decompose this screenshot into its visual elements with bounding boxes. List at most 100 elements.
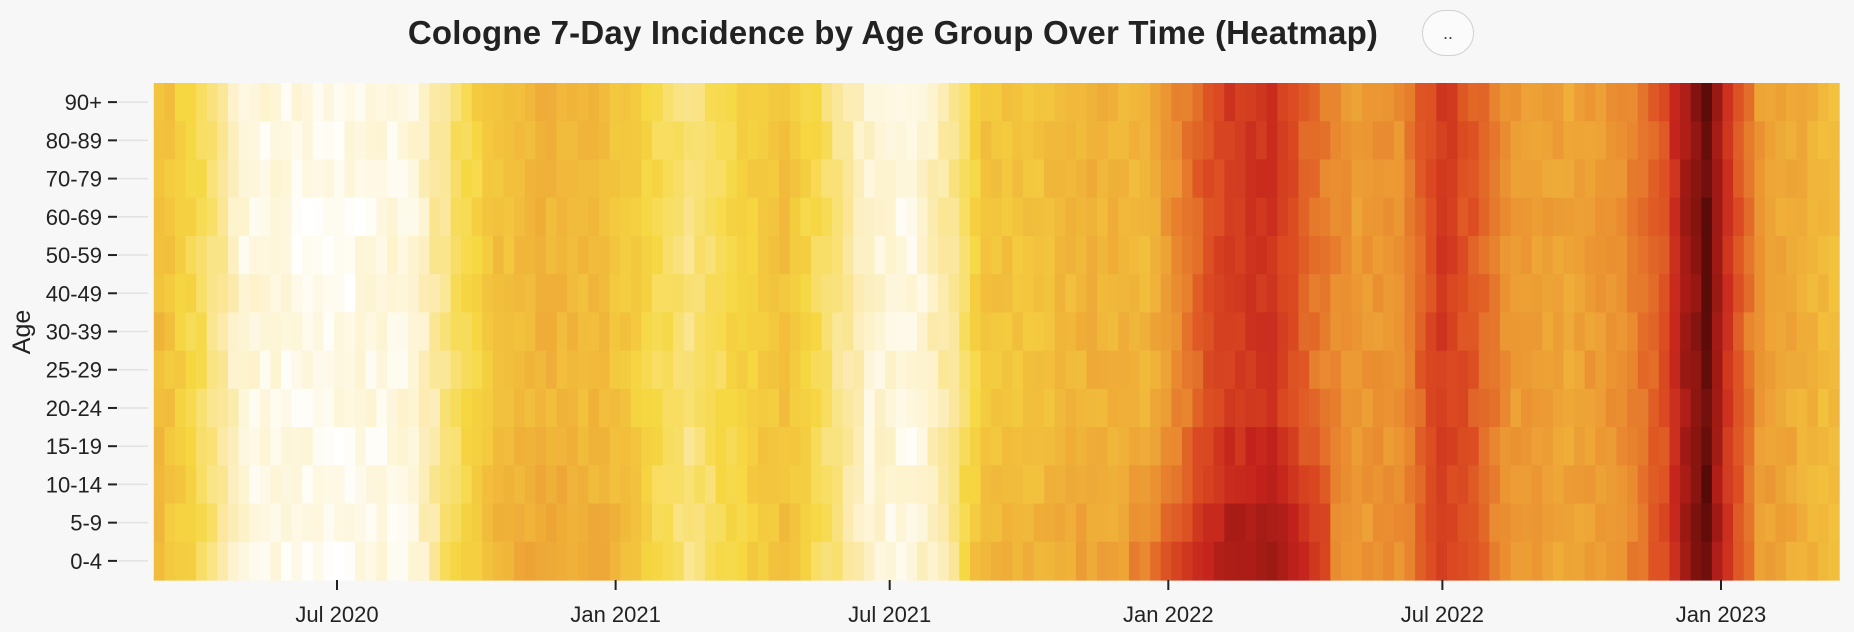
heatmap-cell	[683, 350, 695, 390]
heatmap-cell	[1584, 503, 1596, 543]
heatmap-cell	[1436, 388, 1448, 428]
heatmap-cell	[302, 388, 314, 428]
heatmap-cell	[800, 235, 812, 275]
heatmap-cell	[1340, 312, 1353, 352]
heatmap-cell	[1701, 197, 1713, 237]
heatmap-cell	[514, 159, 526, 199]
heatmap-cell	[1796, 350, 1808, 390]
heatmap-cell	[1595, 312, 1607, 352]
heatmap-cell	[1245, 427, 1257, 466]
heatmap-cell	[1234, 83, 1247, 122]
heatmap-cell	[185, 274, 197, 313]
heatmap-cell	[1764, 159, 1777, 199]
heatmap-cell	[217, 159, 229, 199]
heatmap-cell	[1552, 465, 1565, 505]
heatmap-cell	[291, 427, 303, 466]
heatmap-cell	[196, 503, 208, 543]
heatmap-cell	[1510, 350, 1522, 390]
heatmap-cell	[1616, 427, 1628, 466]
heatmap-cell	[969, 541, 982, 581]
heatmap-cell	[1054, 312, 1066, 352]
heatmap-cell	[1754, 388, 1766, 428]
heatmap-cell	[1075, 503, 1088, 543]
heatmap-cell	[609, 197, 621, 237]
heatmap-cell	[948, 235, 960, 275]
heatmap-cell	[1722, 427, 1734, 466]
chart-menu-button[interactable]: ..	[1422, 10, 1474, 56]
heatmap-cell	[916, 83, 929, 122]
heatmap-cell	[249, 465, 261, 505]
heatmap-cell	[1563, 274, 1575, 313]
heatmap-cell	[1203, 274, 1215, 313]
heatmap-cell	[1224, 427, 1236, 466]
heatmap-cell	[492, 235, 505, 275]
heatmap-cell	[1415, 388, 1427, 428]
heatmap-cell	[1478, 427, 1490, 466]
heatmap-cell	[1224, 388, 1236, 428]
heatmap-cell	[1616, 312, 1628, 352]
heatmap-cell	[1658, 350, 1671, 390]
heatmap-cell	[1711, 197, 1724, 237]
heatmap-cell	[1616, 83, 1628, 122]
heatmap-cell	[683, 312, 695, 352]
heatmap-cell	[821, 350, 833, 390]
heatmap-cell	[482, 121, 494, 161]
heatmap-cell	[1489, 388, 1501, 428]
heatmap-cell	[270, 465, 282, 505]
heatmap-cell	[1743, 427, 1755, 466]
heatmap-cell	[577, 312, 589, 352]
heatmap-cell	[885, 274, 897, 313]
heatmap-cell	[185, 427, 197, 466]
heatmap-cell	[471, 427, 483, 466]
heatmap-cell	[1531, 197, 1543, 237]
heatmap-cell	[1234, 388, 1247, 428]
heatmap-cell	[1446, 197, 1459, 237]
heatmap-cell	[1542, 541, 1554, 581]
heatmap-cell	[1817, 312, 1830, 352]
heatmap-cell	[376, 503, 388, 543]
heatmap-cell	[1764, 121, 1777, 161]
heatmap-cell	[1415, 274, 1427, 313]
heatmap-cell	[874, 159, 886, 199]
heatmap-cell	[249, 503, 261, 543]
heatmap-cell	[482, 503, 494, 543]
heatmap-cell	[1213, 274, 1225, 313]
heatmap-cell	[1330, 312, 1342, 352]
heatmap-cell	[1001, 235, 1013, 275]
heatmap-cell	[853, 121, 865, 161]
heatmap-cell	[800, 350, 812, 390]
heatmap-cell	[673, 121, 685, 161]
heatmap-cell	[863, 427, 876, 466]
heatmap-cell	[397, 159, 409, 199]
heatmap-cell	[355, 159, 367, 199]
heatmap-cell	[153, 541, 165, 581]
heatmap-cell	[853, 427, 865, 466]
heatmap-cell	[1107, 197, 1119, 237]
heatmap-cell	[1807, 388, 1819, 428]
heatmap-cell	[1605, 541, 1618, 581]
heatmap-cell	[482, 83, 494, 122]
heatmap-cell	[1075, 274, 1088, 313]
heatmap-cell	[1457, 312, 1469, 352]
heatmap-cell	[1065, 235, 1077, 275]
heatmap-cell	[1213, 235, 1225, 275]
heatmap-cell	[747, 235, 759, 275]
heatmap-cell	[1372, 274, 1384, 313]
heatmap-cell	[1160, 274, 1172, 313]
heatmap-cell	[1404, 274, 1416, 313]
heatmap-cell	[259, 235, 271, 275]
heatmap-cell	[641, 350, 653, 390]
heatmap-cell	[1181, 197, 1194, 237]
y-axis-label: Age	[8, 310, 36, 354]
heatmap-cell	[1393, 197, 1406, 237]
heatmap-cell	[1690, 427, 1702, 466]
heatmap-cell	[1828, 388, 1840, 428]
heatmap-cell	[386, 350, 399, 390]
heatmap-cell	[874, 83, 886, 122]
heatmap-cell	[312, 541, 324, 581]
heatmap-cell	[1393, 541, 1406, 581]
heatmap-cell	[280, 465, 293, 505]
heatmap-cell	[1584, 541, 1596, 581]
heatmap-cell	[482, 235, 494, 275]
heatmap-cell	[810, 83, 823, 122]
